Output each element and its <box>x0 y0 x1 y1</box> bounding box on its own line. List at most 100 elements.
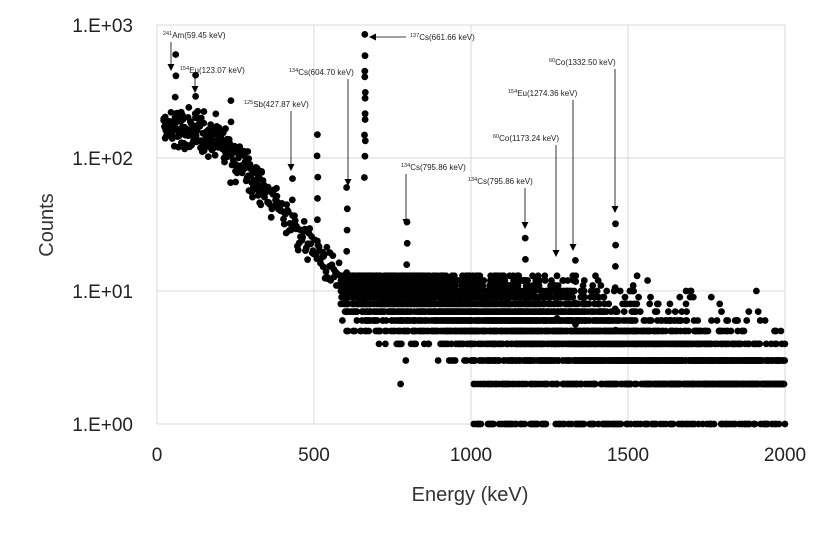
data-point <box>314 195 321 202</box>
data-point <box>683 317 691 324</box>
data-point <box>646 300 654 308</box>
data-point <box>585 300 593 308</box>
data-point <box>329 252 337 259</box>
data-point <box>762 340 770 348</box>
y-tick-label: 1.E+03 <box>72 16 133 37</box>
data-point <box>635 293 642 301</box>
data-point <box>522 256 529 263</box>
data-points <box>160 31 789 428</box>
data-point <box>361 89 369 96</box>
data-point <box>589 282 597 289</box>
peak-label: 154Eu(123.07 keV) <box>180 66 245 75</box>
data-point <box>603 287 611 295</box>
data-point <box>425 340 433 348</box>
y-axis-ticks: 1.E+00 1.E+01 1.E+02 1.E+03 <box>72 16 133 436</box>
data-point <box>222 125 229 133</box>
peak-label: 134Cs(604.70 keV) <box>289 68 354 77</box>
data-point <box>245 155 253 163</box>
data-point <box>581 293 589 301</box>
data-point <box>267 213 275 221</box>
data-point <box>402 357 410 364</box>
data-point <box>597 282 605 289</box>
data-point <box>687 287 695 295</box>
data-point <box>221 158 228 166</box>
data-point <box>616 287 624 295</box>
data-point <box>353 317 361 324</box>
y-tick-label: 1.E+02 <box>72 149 133 170</box>
data-point <box>304 256 311 263</box>
data-point <box>772 327 780 335</box>
data-point <box>323 243 331 251</box>
x-axis-title: Energy (keV) <box>412 484 529 506</box>
data-point <box>382 340 389 348</box>
data-point <box>288 196 296 204</box>
data-point <box>361 31 369 38</box>
x-tick-label: 0 <box>152 445 163 466</box>
data-point <box>521 234 529 242</box>
data-point <box>232 178 240 186</box>
data-point <box>204 153 212 161</box>
data-point <box>553 272 561 280</box>
data-point <box>361 131 368 139</box>
y-tick-label: 1.E+01 <box>72 282 133 303</box>
data-point <box>542 420 550 428</box>
data-point <box>535 282 543 289</box>
data-point <box>756 340 764 348</box>
peak-label: 154Eu(1274.36 keV) <box>508 89 578 98</box>
data-point <box>361 152 369 160</box>
data-point <box>344 327 352 335</box>
data-point <box>694 317 702 324</box>
data-point <box>361 73 369 81</box>
data-point <box>553 293 561 301</box>
data-point <box>171 114 179 122</box>
data-point <box>361 174 368 181</box>
data-point <box>779 380 787 388</box>
data-point <box>343 247 351 255</box>
data-point <box>734 317 741 324</box>
data-point <box>403 218 411 226</box>
data-point <box>294 246 302 254</box>
data-point <box>477 420 485 428</box>
data-point <box>167 109 175 116</box>
data-point <box>676 380 684 388</box>
data-point <box>678 308 686 315</box>
data-point <box>361 52 369 60</box>
data-point <box>600 357 608 364</box>
data-point <box>662 327 670 335</box>
data-point <box>314 216 321 224</box>
data-point <box>724 317 732 324</box>
data-point <box>273 184 280 192</box>
data-point <box>682 300 690 308</box>
data-point <box>412 340 420 348</box>
data-point <box>594 277 602 284</box>
data-point <box>621 293 629 301</box>
data-point <box>227 118 235 126</box>
data-point <box>353 308 361 315</box>
data-point <box>314 173 322 181</box>
data-point <box>361 137 369 145</box>
data-point <box>612 263 619 270</box>
data-point <box>398 340 405 348</box>
data-point <box>321 250 328 258</box>
data-point <box>375 340 383 348</box>
data-point <box>548 277 555 284</box>
data-point <box>192 114 199 122</box>
data-point <box>335 259 343 267</box>
data-point <box>200 119 208 127</box>
data-point <box>172 51 180 58</box>
data-point <box>666 300 674 308</box>
data-point <box>774 357 781 364</box>
data-point <box>244 148 252 155</box>
data-point <box>376 327 384 335</box>
data-point <box>211 151 219 159</box>
data-point <box>740 327 748 335</box>
data-point <box>727 327 735 335</box>
data-point <box>536 277 543 284</box>
data-point <box>361 67 369 75</box>
data-point <box>161 113 169 121</box>
data-point <box>636 308 644 315</box>
data-point <box>403 261 411 268</box>
data-point <box>521 420 529 428</box>
data-point <box>434 357 442 364</box>
data-point <box>605 300 613 308</box>
